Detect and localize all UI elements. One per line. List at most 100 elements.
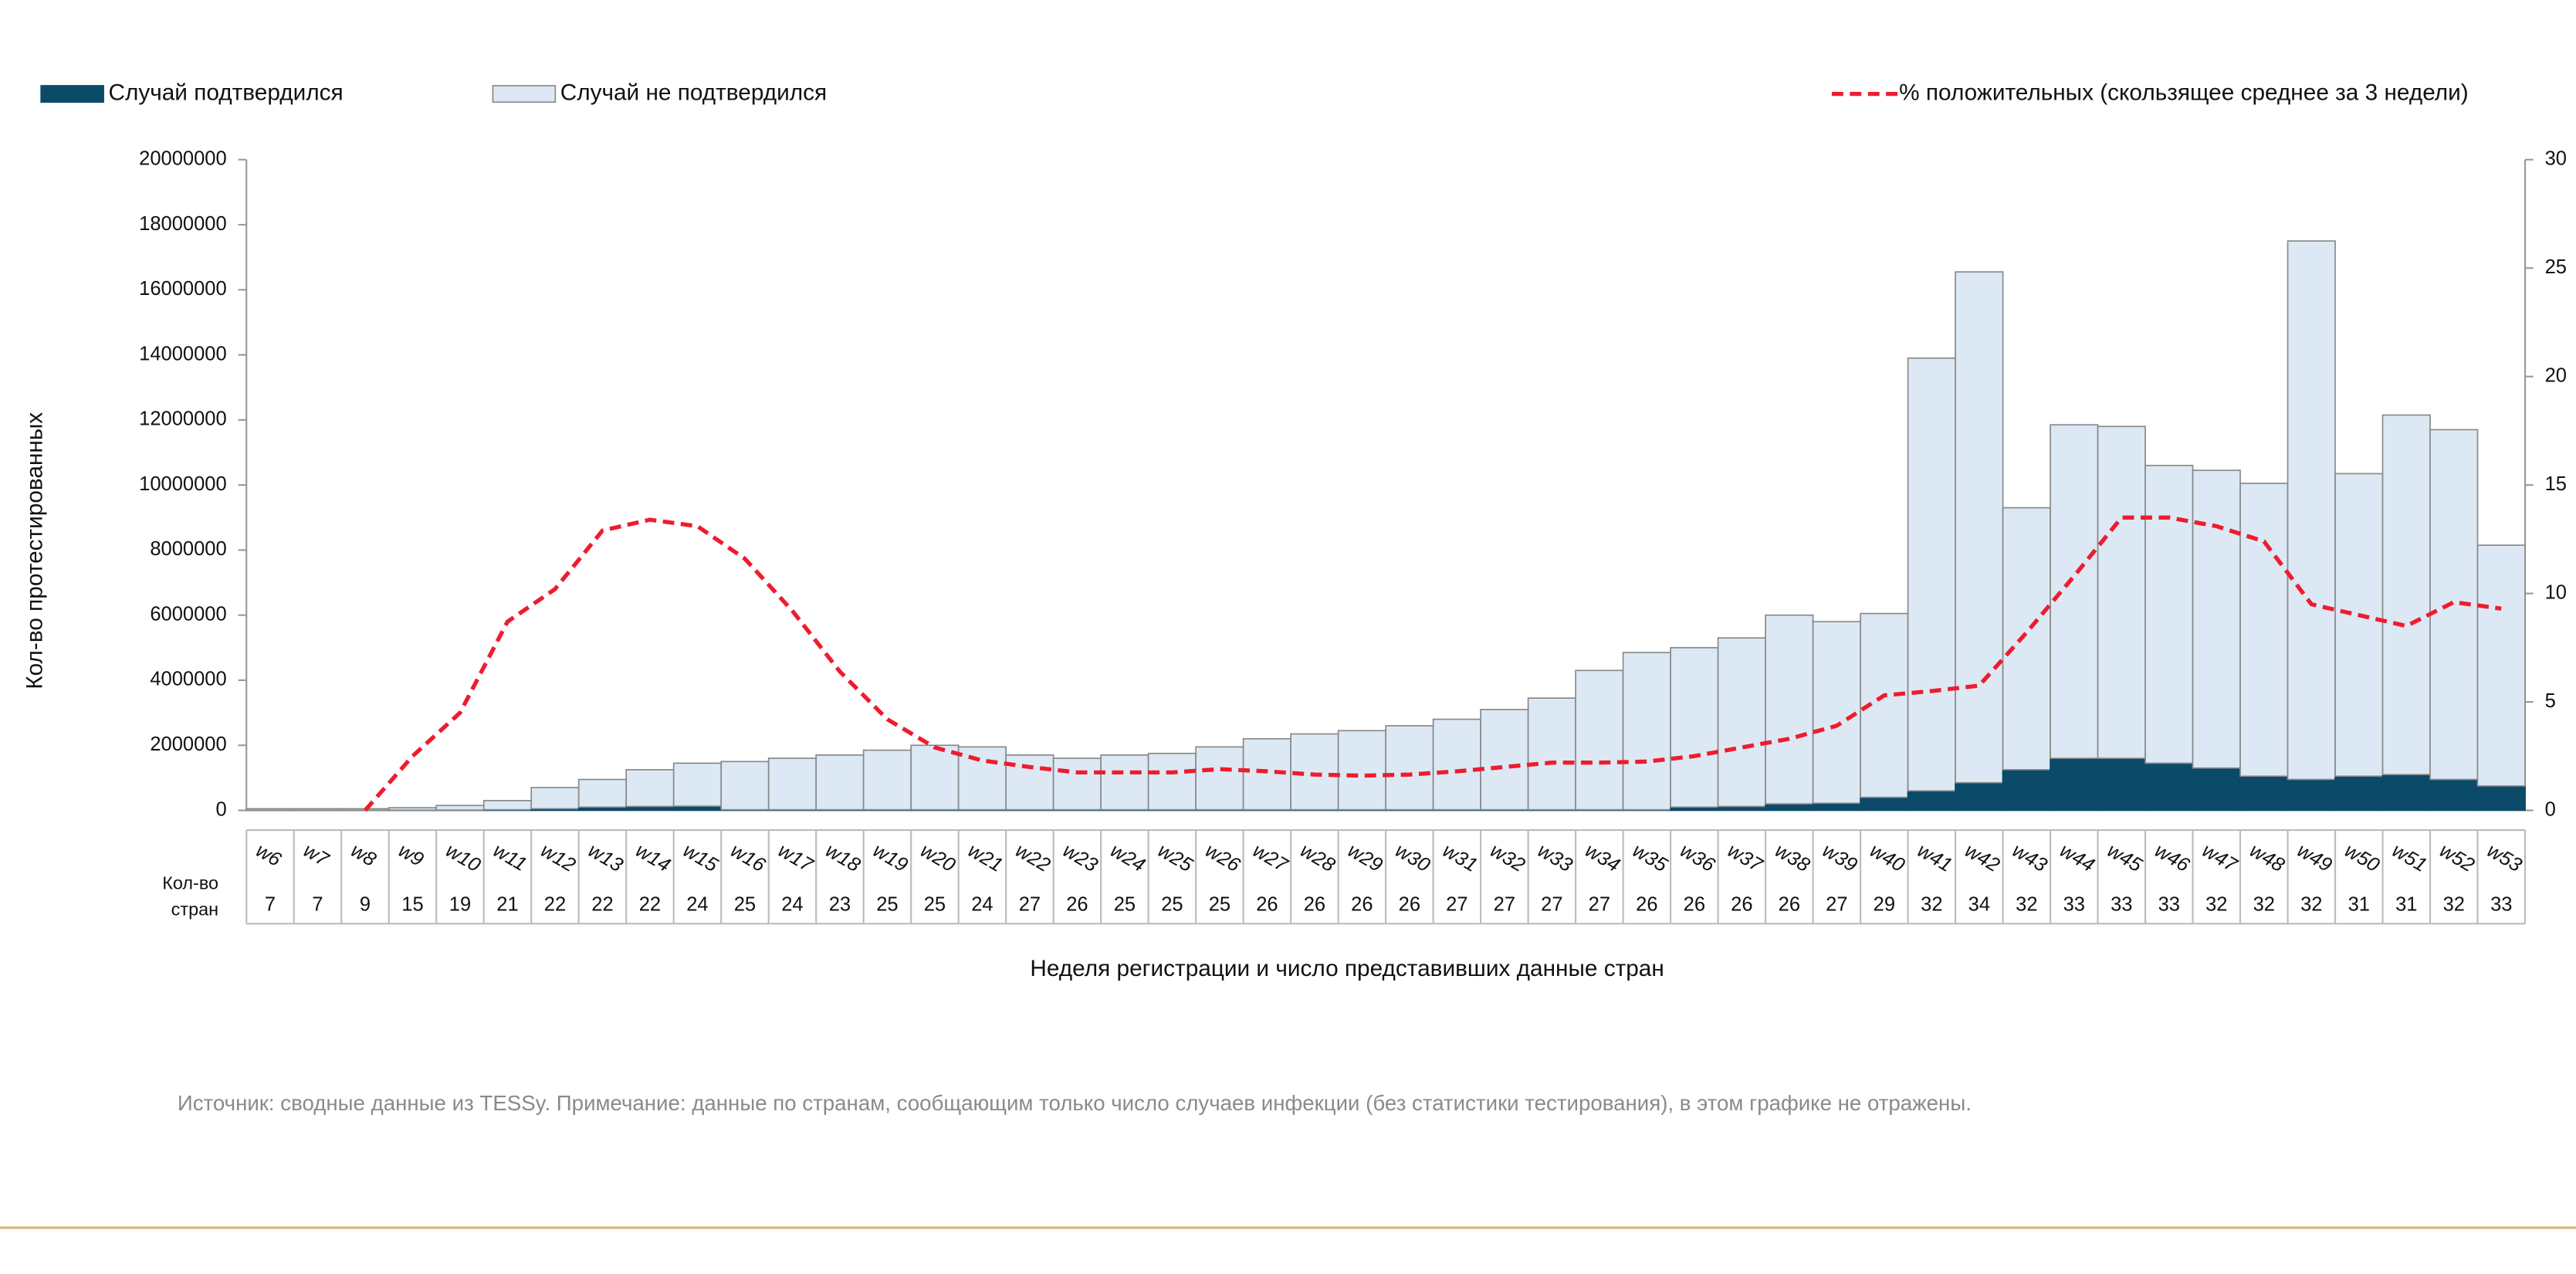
x-tick-label: w7 [300,839,333,871]
bar-segment [625,768,675,808]
x-tick-label: w48 [2246,839,2288,876]
x-tick-label: w37 [1724,839,1766,876]
country-count: 26 [1684,894,1705,916]
legend-label: Случай подтвердился [108,80,343,106]
x-tick-label: w6 [252,839,286,871]
x-tick-label: w36 [1676,839,1718,876]
bar-segment [2239,483,2289,778]
y-tick-label: 10000000 [139,473,227,495]
country-count: 7 [265,894,276,916]
source-note: Источник: сводные данные из TESSy. Приме… [178,1091,1972,1115]
x-tick-label: w34 [1581,839,1623,876]
bar-segment [672,762,723,807]
country-count: 9 [360,894,371,916]
country-count: 19 [449,894,471,916]
country-count: 25 [734,894,756,916]
y-tick-label: 16000000 [139,278,227,300]
bar-segment [1670,646,1719,808]
x-tick-label: w43 [2009,839,2051,876]
bar-segment [293,808,343,811]
country-count: 15 [401,894,423,916]
bar-segment [1195,746,1244,811]
bar-segment [767,757,817,811]
country-count: 32 [2300,894,2322,916]
bar-segment [1527,697,1576,811]
bar-segment [2381,414,2431,776]
bar-segment [957,746,1007,811]
x-tick-label: w49 [2293,839,2336,876]
country-count: 33 [2111,894,2132,916]
x-tick-label: w33 [1534,839,1576,876]
country-count: 32 [2016,894,2037,916]
country-count: 27 [1541,894,1562,916]
y-tick-label: 20000000 [139,148,227,170]
country-count: 25 [1209,894,1230,916]
y2-tick-label: 20 [2545,364,2567,386]
bar-segment [245,808,295,811]
x-tick-label: w15 [679,839,722,876]
x-tick-label: w22 [1012,839,1054,876]
country-count: 26 [1636,894,1657,916]
bar-segment [1052,757,1102,811]
y2-tick-label: 0 [2545,798,2556,820]
country-count: 26 [1399,894,1420,916]
country-count: 27 [1589,894,1610,916]
x-tick-label: w20 [917,839,960,876]
x-tick-label: w25 [1154,839,1197,876]
country-count: 7 [312,894,323,916]
bar-segment [2476,785,2526,811]
country-count: 24 [781,894,803,916]
y2-tick-label: 15 [2545,473,2567,495]
x-tick-label: w10 [442,839,485,876]
bar-segment [1860,796,1909,811]
x-tick-label: w26 [1201,839,1244,876]
bar-segment [1812,621,1861,805]
x-tick-label: w35 [1629,839,1671,876]
country-label: Кол-во [162,872,218,893]
y2-tick-label: 5 [2545,690,2556,712]
bar-segment [1432,718,1481,811]
country-count: 26 [1256,894,1278,916]
country-count: 27 [1446,894,1467,916]
bar-segment [2192,469,2241,769]
legend-swatch [492,85,557,103]
x-tick-label: w30 [1391,839,1434,876]
x-tick-label: w52 [2436,839,2478,876]
bar-segment [2476,544,2526,787]
x-tick-label: w50 [2341,839,2383,876]
x-tick-label: w14 [632,839,675,876]
bar-segment [720,761,770,811]
country-count: 27 [1019,894,1041,916]
x-tick-label: w45 [2104,839,2146,876]
x-tick-label: w12 [537,839,580,876]
y-tick-label: 6000000 [150,603,226,625]
bar-segment [530,787,580,810]
country-count: 21 [496,894,518,916]
bar-segment [862,749,912,811]
bar-segment [2334,473,2384,778]
bar-segment [2144,465,2194,764]
country-count: 27 [1494,894,1515,916]
country-count: 24 [971,894,993,916]
y-tick-label: 14000000 [139,343,227,364]
legend-label: Случай не подтвердился [560,80,827,106]
x-tick-label: w44 [2056,839,2098,876]
bar-segment [1385,725,1434,811]
x-tick-label: w24 [1106,839,1149,876]
bar-segment [2002,507,2051,771]
x-axis-label: Неделя регистрации и число представивших… [1030,956,1664,981]
x-tick-label: w53 [2483,839,2526,876]
country-count: 25 [876,894,898,916]
country-label: стран [171,900,218,920]
y-tick-label: 12000000 [139,408,227,430]
x-tick-label: w40 [1866,839,1908,876]
bar-segment [1575,669,1624,811]
x-tick-label: w46 [2151,839,2193,876]
x-tick-label: w8 [347,839,381,871]
country-count: 22 [591,894,613,916]
bar-segment [1147,752,1197,811]
country-count: 33 [2490,894,2512,916]
bar-segment [1907,790,1956,811]
bar-segment [2097,425,2146,759]
x-tick-label: w19 [869,839,912,876]
